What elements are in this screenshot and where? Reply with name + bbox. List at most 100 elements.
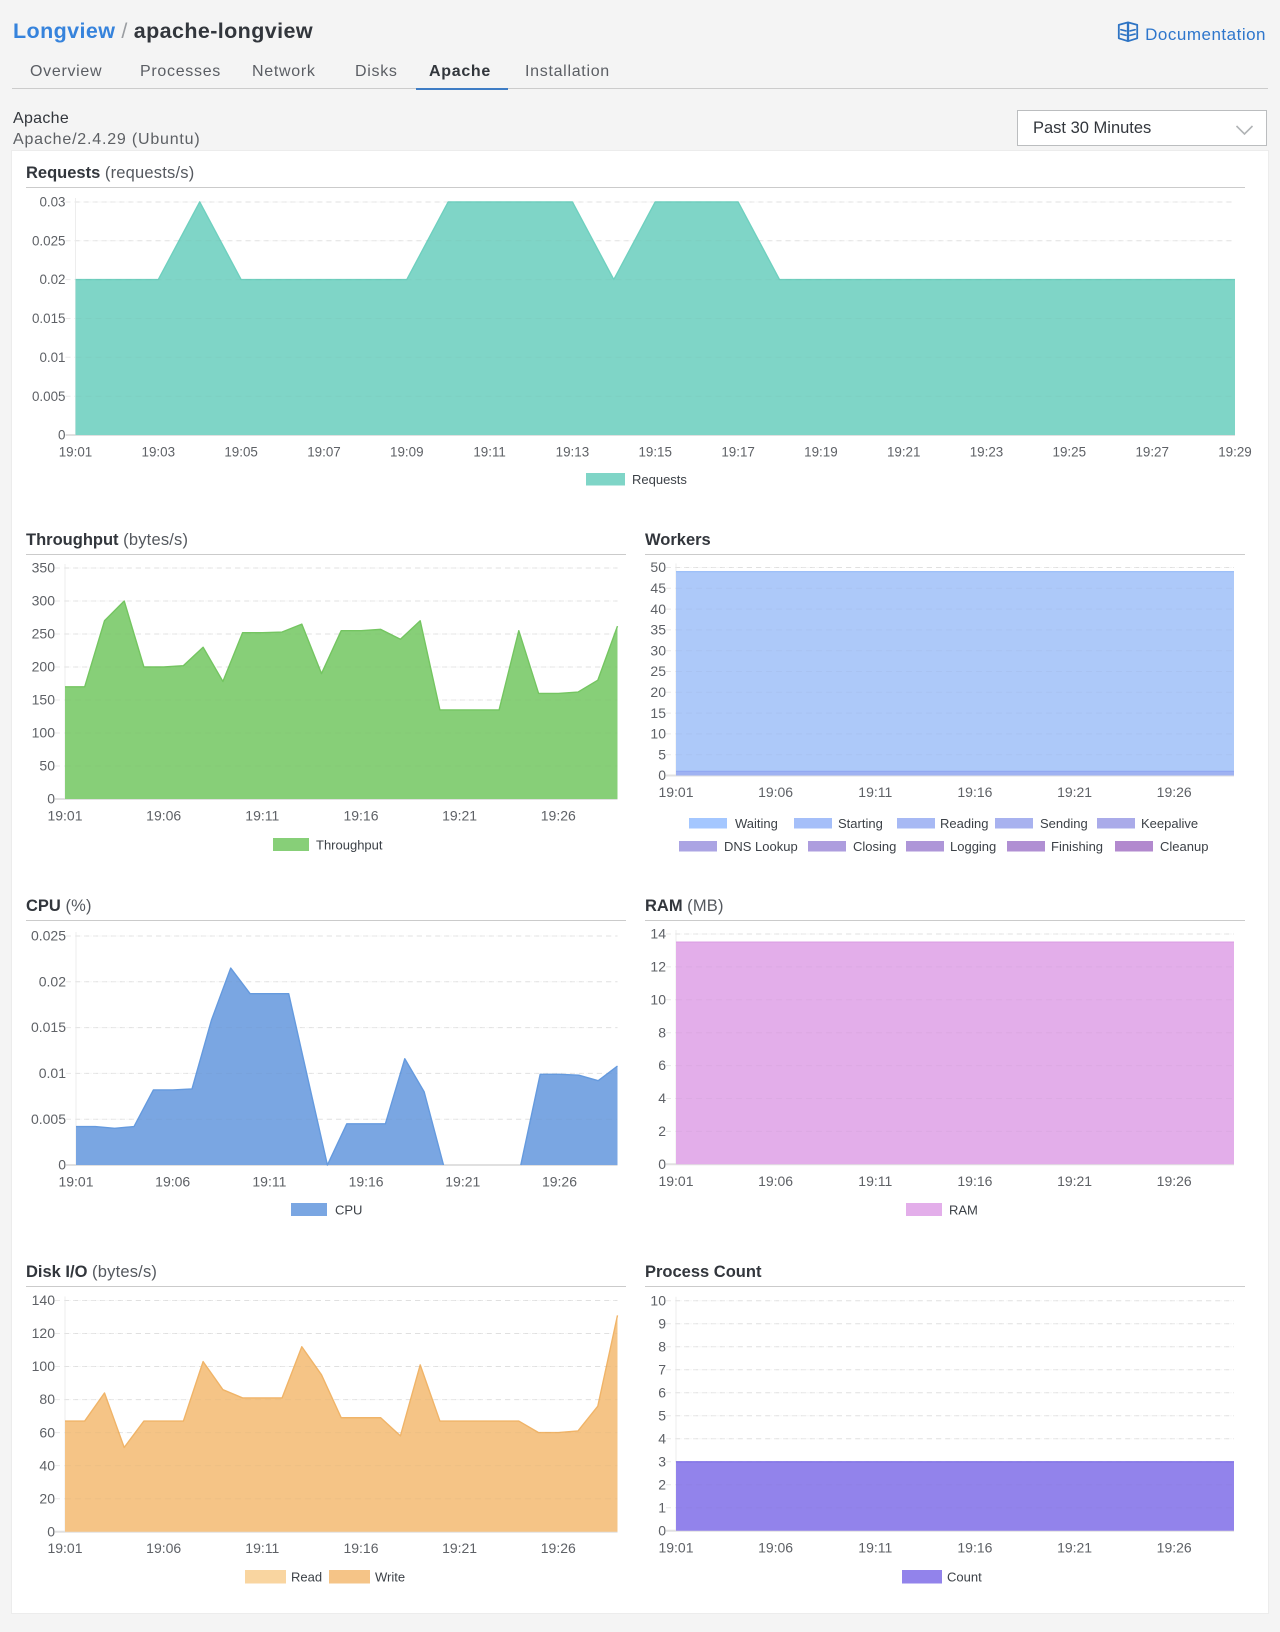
svg-text:Throughput: Throughput — [316, 837, 383, 852]
svg-text:Sending: Sending — [1040, 816, 1088, 831]
svg-text:19:26: 19:26 — [541, 808, 576, 824]
svg-text:0.005: 0.005 — [32, 389, 66, 404]
svg-text:19:15: 19:15 — [638, 445, 672, 460]
svg-text:1: 1 — [658, 1500, 666, 1516]
svg-text:20: 20 — [39, 1490, 55, 1506]
svg-text:19:27: 19:27 — [1135, 445, 1169, 460]
svg-text:6: 6 — [658, 1057, 666, 1073]
svg-text:150: 150 — [32, 692, 56, 708]
svg-text:20: 20 — [650, 684, 666, 700]
svg-text:0.005: 0.005 — [31, 1111, 66, 1127]
svg-text:19:11: 19:11 — [858, 784, 892, 800]
svg-text:Closing: Closing — [853, 839, 896, 854]
svg-text:19:21: 19:21 — [442, 1540, 477, 1556]
svg-text:2: 2 — [658, 1477, 666, 1493]
svg-text:19:01: 19:01 — [59, 445, 93, 460]
svg-text:19:29: 19:29 — [1218, 445, 1252, 460]
svg-text:19:06: 19:06 — [146, 808, 181, 824]
svg-text:200: 200 — [32, 659, 56, 675]
svg-text:350: 350 — [32, 560, 56, 576]
svg-text:50: 50 — [39, 758, 55, 774]
svg-text:19:16: 19:16 — [957, 1539, 992, 1555]
svg-text:19:01: 19:01 — [47, 808, 82, 824]
svg-text:19:06: 19:06 — [758, 784, 793, 800]
svg-text:19:11: 19:11 — [252, 1174, 286, 1190]
svg-text:60: 60 — [39, 1424, 55, 1440]
svg-text:10: 10 — [650, 991, 666, 1007]
svg-text:19:06: 19:06 — [155, 1174, 190, 1190]
svg-text:19:17: 19:17 — [721, 445, 755, 460]
svg-text:Reading: Reading — [940, 816, 988, 831]
svg-text:0.025: 0.025 — [32, 233, 66, 248]
svg-text:19:26: 19:26 — [542, 1174, 577, 1190]
svg-text:100: 100 — [32, 725, 56, 741]
svg-text:45: 45 — [650, 580, 666, 596]
svg-text:2: 2 — [658, 1123, 666, 1139]
svg-text:0.02: 0.02 — [39, 973, 66, 989]
svg-text:19:06: 19:06 — [146, 1540, 181, 1556]
svg-text:19:13: 19:13 — [556, 445, 590, 460]
svg-text:5: 5 — [658, 1408, 666, 1424]
svg-text:300: 300 — [32, 593, 56, 609]
svg-text:0.01: 0.01 — [39, 1065, 66, 1081]
svg-text:100: 100 — [32, 1358, 56, 1374]
svg-text:19:16: 19:16 — [957, 784, 992, 800]
svg-text:0: 0 — [658, 1523, 666, 1539]
svg-text:19:21: 19:21 — [1057, 1539, 1092, 1555]
svg-text:Cleanup: Cleanup — [1160, 839, 1208, 854]
svg-text:40: 40 — [39, 1457, 55, 1473]
svg-text:12: 12 — [650, 959, 666, 975]
svg-text:19:19: 19:19 — [804, 445, 838, 460]
svg-text:19:21: 19:21 — [1057, 784, 1092, 800]
svg-text:0: 0 — [47, 791, 55, 807]
svg-text:19:01: 19:01 — [658, 1173, 693, 1189]
svg-text:DNS Lookup: DNS Lookup — [724, 839, 798, 854]
svg-text:50: 50 — [650, 559, 666, 575]
svg-text:0: 0 — [658, 767, 666, 783]
svg-text:8: 8 — [658, 1024, 666, 1040]
svg-text:40: 40 — [650, 601, 666, 617]
svg-text:19:01: 19:01 — [58, 1174, 93, 1190]
svg-text:0.025: 0.025 — [31, 928, 66, 944]
svg-text:19:01: 19:01 — [658, 784, 693, 800]
svg-text:14: 14 — [650, 926, 666, 942]
svg-text:7: 7 — [658, 1362, 666, 1378]
svg-text:Requests: Requests — [632, 472, 687, 487]
svg-text:3: 3 — [658, 1454, 666, 1470]
svg-text:140: 140 — [32, 1292, 56, 1308]
svg-text:19:03: 19:03 — [142, 445, 176, 460]
svg-text:19:05: 19:05 — [224, 445, 258, 460]
svg-text:0: 0 — [658, 1156, 666, 1172]
svg-text:0: 0 — [58, 428, 65, 443]
svg-text:RAM: RAM — [949, 1202, 978, 1217]
svg-text:19:26: 19:26 — [1157, 1173, 1192, 1189]
svg-text:19:21: 19:21 — [1057, 1173, 1092, 1189]
svg-text:19:21: 19:21 — [442, 808, 477, 824]
svg-text:19:21: 19:21 — [445, 1174, 480, 1190]
svg-text:Read: Read — [291, 1570, 322, 1585]
svg-text:19:07: 19:07 — [307, 445, 341, 460]
svg-text:Logging: Logging — [950, 839, 996, 854]
svg-text:Write: Write — [375, 1570, 405, 1585]
svg-text:80: 80 — [39, 1391, 55, 1407]
svg-text:19:06: 19:06 — [758, 1173, 793, 1189]
svg-text:19:26: 19:26 — [541, 1540, 576, 1556]
svg-text:15: 15 — [650, 705, 666, 721]
svg-text:Waiting: Waiting — [735, 816, 778, 831]
svg-text:19:11: 19:11 — [858, 1539, 892, 1555]
svg-text:19:25: 19:25 — [1053, 445, 1087, 460]
svg-text:19:26: 19:26 — [1157, 784, 1192, 800]
svg-text:25: 25 — [650, 663, 666, 679]
svg-text:5: 5 — [658, 746, 666, 762]
svg-text:6: 6 — [658, 1385, 666, 1401]
svg-text:10: 10 — [650, 726, 666, 742]
svg-text:19:16: 19:16 — [349, 1174, 384, 1190]
svg-text:19:11: 19:11 — [245, 1540, 279, 1556]
svg-text:19:01: 19:01 — [658, 1539, 693, 1555]
svg-text:8: 8 — [658, 1339, 666, 1355]
svg-text:CPU: CPU — [335, 1202, 362, 1217]
svg-text:19:21: 19:21 — [887, 445, 921, 460]
svg-text:19:16: 19:16 — [957, 1173, 992, 1189]
svg-text:19:16: 19:16 — [343, 808, 378, 824]
svg-text:19:26: 19:26 — [1157, 1539, 1192, 1555]
